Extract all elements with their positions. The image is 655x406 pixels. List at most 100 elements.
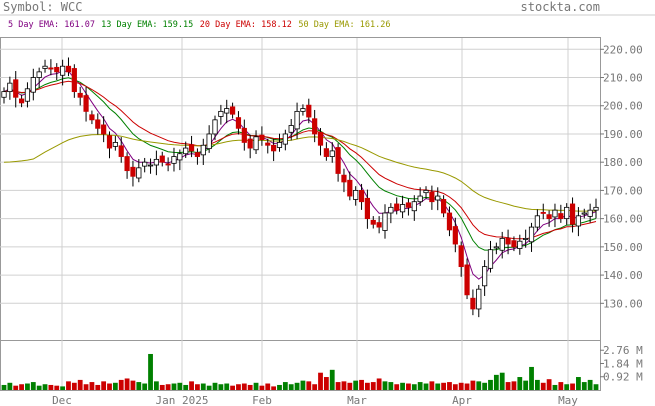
volume-tick-label: 1.84 M	[603, 357, 643, 370]
candle	[376, 216, 382, 234]
legend-entry-1: 13 Day EMA: 159.15	[101, 20, 193, 30]
volume-bar	[306, 381, 312, 390]
candle	[593, 198, 599, 219]
volume-bar	[218, 384, 224, 390]
candle	[77, 86, 83, 106]
volume-bar	[171, 383, 177, 390]
candle	[159, 151, 165, 167]
volume-bar	[95, 384, 101, 390]
volume-bar	[282, 382, 288, 390]
candle	[218, 104, 224, 125]
volume-bar	[546, 379, 552, 390]
volume-bar	[77, 379, 83, 390]
candle	[306, 98, 312, 124]
volume-bar	[570, 383, 575, 390]
candle	[118, 137, 124, 163]
volume-bar	[89, 382, 95, 390]
candle	[294, 102, 300, 140]
candle	[54, 63, 60, 81]
candle	[452, 217, 458, 253]
volume-bar	[236, 384, 241, 390]
candle	[464, 258, 470, 300]
volume-bar	[148, 353, 153, 390]
candle	[259, 126, 265, 146]
candle	[212, 115, 218, 141]
legend-entry-0: 5 Day EMA: 161.07	[8, 20, 95, 30]
candle	[229, 102, 236, 119]
candle	[581, 208, 587, 219]
volume-bar	[476, 381, 482, 390]
volume-tick-label: 2.76 M	[603, 344, 643, 357]
candle	[411, 195, 417, 221]
candle	[482, 260, 488, 296]
candle	[364, 189, 371, 229]
volume-bar	[253, 382, 259, 390]
volume-bar	[107, 383, 112, 390]
candle	[36, 67, 42, 88]
volume-bar	[564, 384, 570, 390]
volume-bar	[1, 384, 7, 390]
volume-bar	[189, 381, 194, 390]
candle	[540, 203, 546, 220]
volume-bar	[511, 381, 517, 390]
volume-bar	[71, 382, 77, 390]
volume-bar	[370, 382, 376, 390]
candle	[71, 64, 77, 98]
volume-axis: 0.92 M1.84 M2.76 M	[600, 344, 643, 384]
candle	[48, 59, 54, 76]
volume-bar	[7, 382, 13, 390]
volume-bar	[517, 377, 523, 390]
candle	[575, 207, 582, 237]
volume-bar	[382, 381, 388, 390]
volume-bar	[265, 383, 271, 390]
volume-bar	[112, 382, 118, 390]
candle	[247, 134, 253, 159]
volume-bar	[212, 382, 218, 390]
candle	[124, 152, 130, 179]
volume-bar	[177, 382, 183, 390]
candle	[534, 209, 540, 232]
volume-bar	[435, 383, 441, 390]
volume-bar	[30, 382, 36, 390]
candle	[265, 138, 271, 154]
y-tick-label: 200.00	[603, 100, 643, 113]
volume-bar	[499, 372, 505, 390]
volume-bar	[323, 377, 329, 390]
volume-bar	[593, 384, 599, 390]
volume-tick-label: 0.92 M	[603, 371, 643, 384]
candle	[323, 142, 329, 161]
candle	[95, 113, 101, 135]
volume-bar	[429, 381, 435, 390]
volume-bar	[195, 384, 200, 390]
x-tick-label: May	[558, 394, 578, 406]
candle	[1, 87, 7, 104]
volume-bar	[83, 384, 89, 390]
candle	[171, 147, 177, 172]
volume-bar	[458, 382, 464, 390]
candle	[206, 125, 212, 153]
volume-bar	[206, 385, 212, 390]
volume-panel-frame	[0, 340, 601, 391]
volume-bar	[540, 382, 546, 390]
candle	[188, 135, 195, 158]
volume-bar	[441, 382, 447, 390]
candle	[112, 135, 118, 151]
candle	[18, 94, 25, 108]
volume-bar	[66, 381, 71, 390]
candle	[300, 104, 306, 116]
gridlines	[0, 38, 600, 390]
candle	[136, 159, 142, 183]
candle	[183, 141, 189, 158]
x-tick-label: Feb	[252, 394, 272, 406]
candle	[130, 160, 136, 187]
volume-bar	[341, 381, 347, 390]
volume-bar	[406, 383, 411, 390]
candle	[235, 111, 242, 135]
candle	[405, 198, 412, 216]
volume-bar	[359, 379, 364, 390]
volume-bar	[470, 380, 476, 390]
candle	[60, 59, 66, 86]
date-axis: Dec Jan 2025 Feb Mar Apr May	[52, 394, 578, 406]
x-tick-label: Jan 2025	[156, 394, 209, 406]
